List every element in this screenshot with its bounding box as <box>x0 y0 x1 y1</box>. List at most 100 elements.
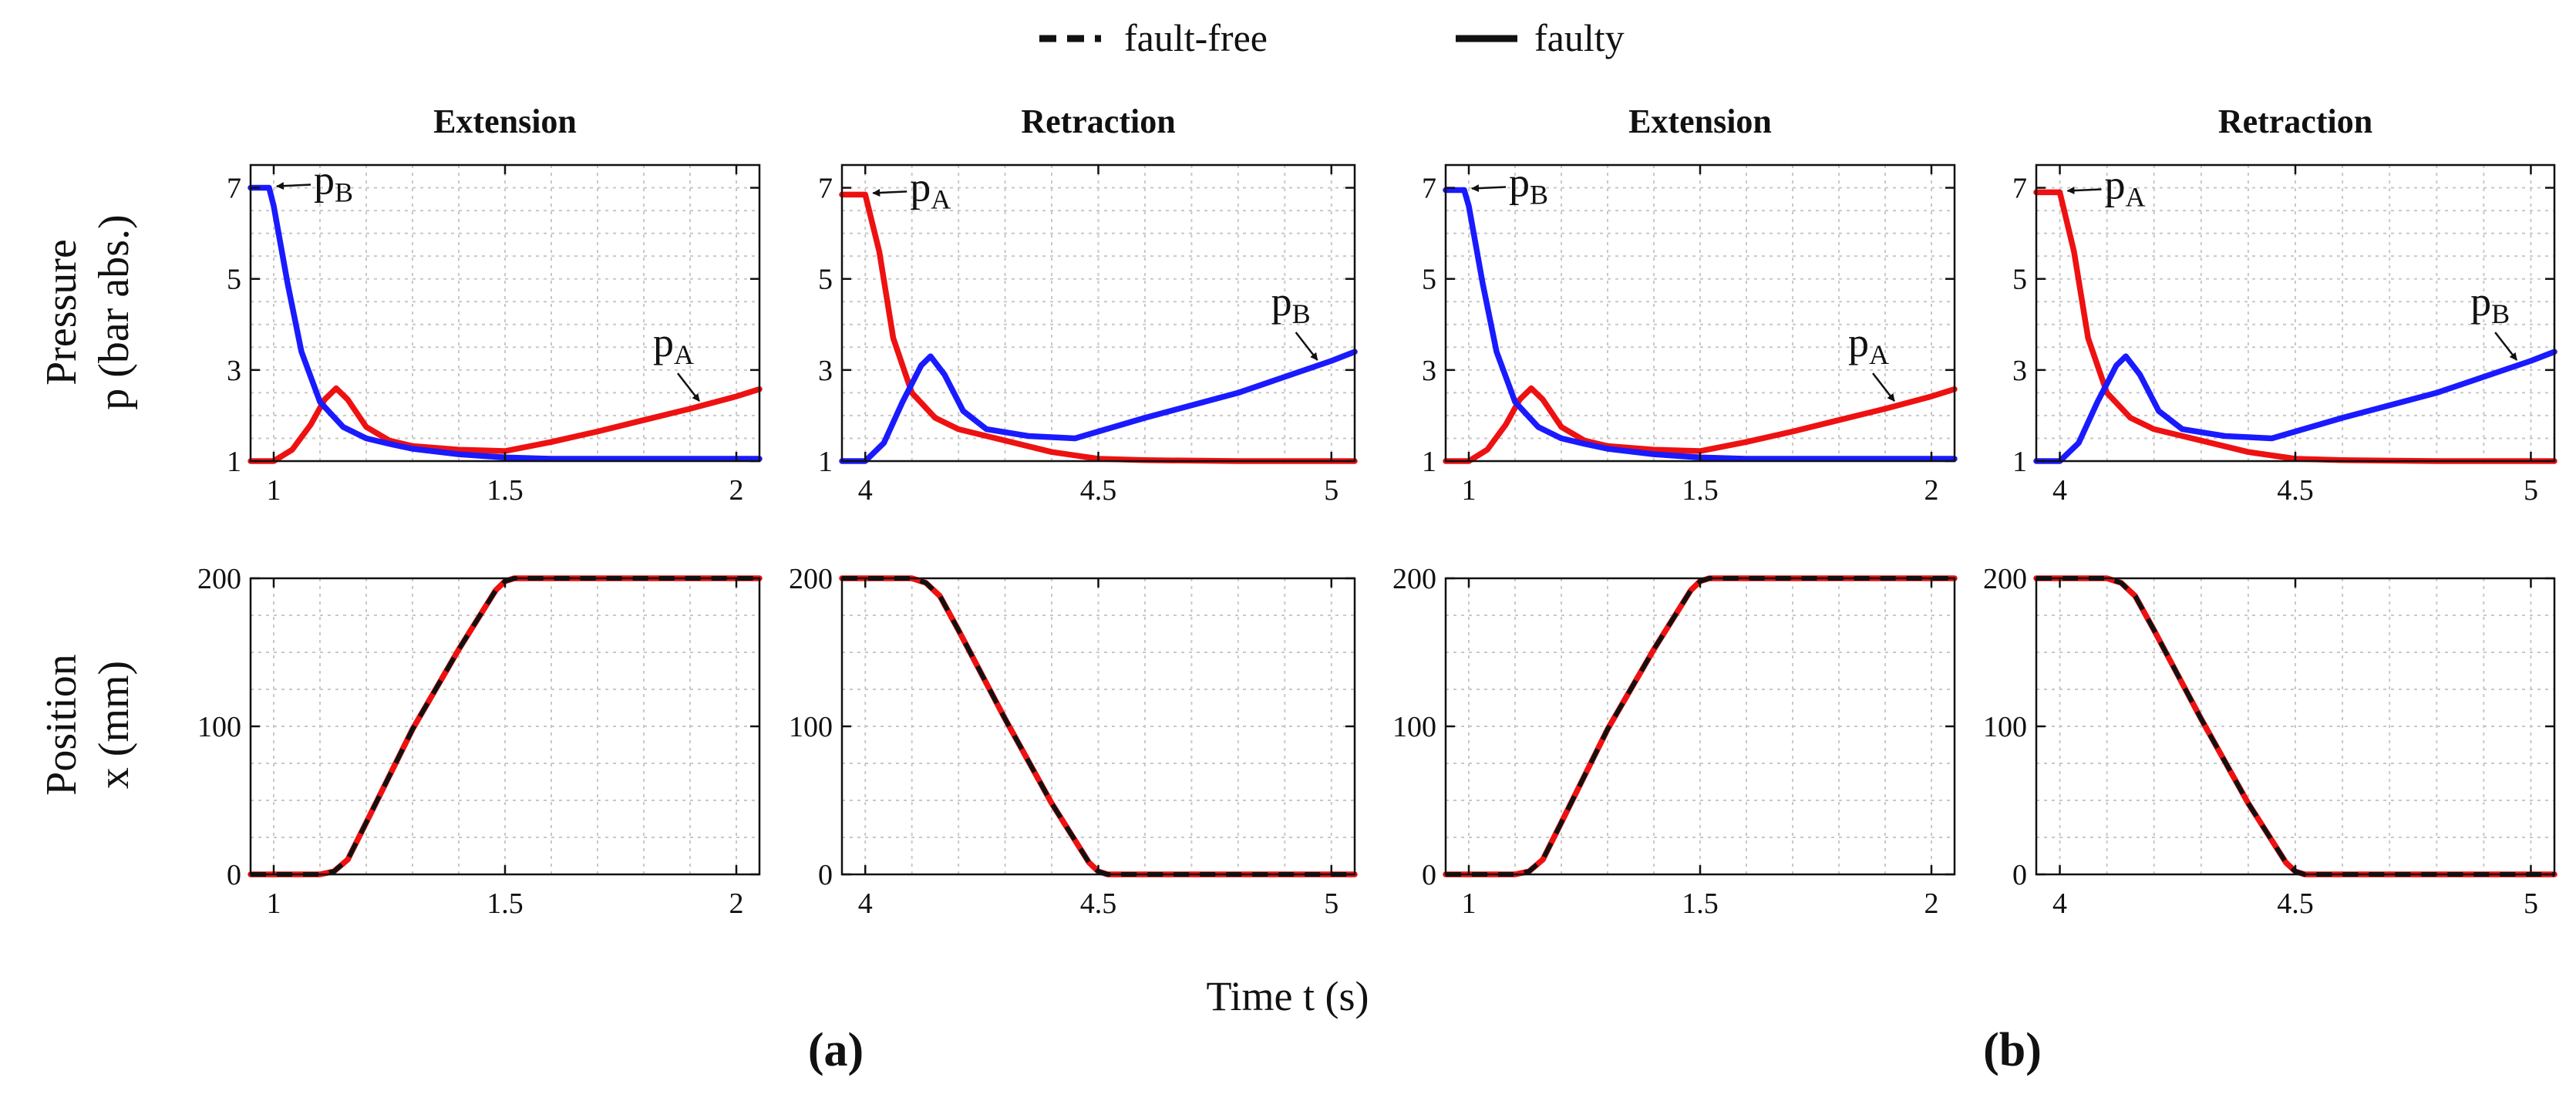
subplot-a-extension-pressure-series-pB <box>247 184 763 462</box>
subplot-a-retraction-position-y-tick-label: 100 <box>789 711 833 743</box>
subplot-b-retraction-pressure-x-tick-label: 5 <box>2524 474 2538 507</box>
subplot-b-retraction-pressure-series-pB <box>2033 349 2557 464</box>
legend: fault-free faulty <box>1039 16 1625 59</box>
legend-fault-free-label: fault-free <box>1124 16 1268 59</box>
subplot-a-extension-position-x-tick-label: 1 <box>267 887 281 920</box>
subplot-b-retraction-pressure-y-tick-label: 5 <box>2012 264 2027 296</box>
subplot-b-retraction-pressure-y-tick-label: 7 <box>2012 173 2027 205</box>
subplot-b-extension-pressure-annotation-arrow <box>1471 184 1507 193</box>
subplot-b-extension-pressure-x-tick-label: 1 <box>1462 474 1477 507</box>
subplot-b-retraction-pressure-annotation-arrow <box>2494 332 2518 361</box>
subplot-a-extension-pressure-y-tick-label: 5 <box>227 264 241 296</box>
subplot-a-extension-position: 1 1.5 2 0 100 200 <box>197 563 763 920</box>
subplot-b-retraction-position: 4 4.5 5 0 100 200 <box>1983 563 2557 920</box>
panel-tag-b: (b) <box>1983 1024 2042 1076</box>
subplot-b-extension-pressure-series-pA <box>1443 385 1958 464</box>
subplot-a-extension-position-y-tick-label: 200 <box>197 563 241 595</box>
subplot-b-extension-pressure-x-tick-label: 2 <box>1924 474 1939 507</box>
subplot-b-extension-position-y-tick-label: 200 <box>1392 563 1436 595</box>
subplot-a-extension-pressure-title: Extension <box>433 103 577 140</box>
subplot-b-retraction-position-x-tick-label: 5 <box>2524 887 2538 920</box>
subplot-a-retraction-pressure-title: Retraction <box>1021 103 1175 140</box>
subplot-b-extension-position-x-tick-label: 1 <box>1462 887 1477 920</box>
subplot-a-extension-pressure-annotation-arrow <box>276 182 311 190</box>
y-axis-label-position: Position x (mm) <box>38 654 138 796</box>
subplot-b-extension-pressure-annotation-sub: B <box>1530 179 1548 210</box>
subplot-b-retraction-pressure-title: Retraction <box>2218 103 2372 140</box>
subplot-a-extension-pressure-y-tick-label: 3 <box>227 355 241 387</box>
subplot-b-extension-position-x-tick-label: 2 <box>1924 887 1939 920</box>
subplot-b-extension-pressure-y-tick-label: 7 <box>1422 173 1436 205</box>
subplot-b-extension-pressure-title: Extension <box>1628 103 1772 140</box>
subplot-b-extension-position-series-fault-free <box>1446 576 1955 877</box>
subplot-b-extension-pressure-annotation-arrow <box>1872 372 1895 402</box>
subplot-a-retraction-pressure-annotation-arrow <box>1295 332 1318 361</box>
subplot-b-extension-position-y-tick-label: 0 <box>1422 859 1436 891</box>
subplot-a-retraction-pressure-x-tick-label: 4 <box>858 474 873 507</box>
subplot-a-retraction-position-x-tick-label: 4.5 <box>1080 887 1117 920</box>
subplot-a-retraction-position-x-tick-label: 4 <box>858 887 873 920</box>
subplot-b-retraction-pressure-annotation-sub: A <box>2126 181 2146 212</box>
subplot-a-extension-pressure-y-tick-label: 7 <box>227 173 241 205</box>
subplot-a-retraction-position-x-tick-label: 5 <box>1324 887 1339 920</box>
subplot-b-retraction-pressure-y-tick-label: 3 <box>2012 355 2027 387</box>
subplot-a-retraction-position-y-tick-label: 200 <box>789 563 833 595</box>
subplot-b-extension-pressure-annotation-sub: A <box>1869 339 1889 370</box>
subplot-a-retraction-position-series-fault-free <box>842 576 1355 877</box>
subplot-a-extension-pressure-annotation-arrow <box>677 372 700 402</box>
subplot-a-extension-pressure-annotation-sub: A <box>674 339 694 370</box>
y-axis-label-pressure-line2: p (bar abs.) <box>90 214 138 409</box>
subplot-a-extension-position-y-tick-label: 0 <box>227 859 241 891</box>
subplot-a-retraction-pressure-x-tick-label: 4.5 <box>1080 474 1117 507</box>
subplot-a-retraction-position: 4 4.5 5 0 100 200 <box>789 563 1358 920</box>
subplot-b-retraction-pressure-x-tick-label: 4 <box>2052 474 2067 507</box>
subplot-a-extension-pressure-y-tick-label: 1 <box>227 446 241 478</box>
subplot-b-retraction-pressure-annotation-sub: B <box>2491 298 2510 329</box>
y-axis-label-pressure-line1: Pressure <box>38 239 86 386</box>
subplot-b-extension-pressure-y-tick-label: 3 <box>1422 355 1436 387</box>
subplot-b-extension-position: 1 1.5 2 0 100 200 <box>1392 563 1958 920</box>
panel-tag-a: (a) <box>808 1024 864 1076</box>
subplot-a-extension-pressure-x-tick-label: 2 <box>729 474 744 507</box>
subplot-a-extension-pressure-x-tick-label: 1 <box>267 474 281 507</box>
subplot-b-extension-pressure-series-pB <box>1443 187 1958 462</box>
subplot-a-retraction-pressure-y-tick-label: 5 <box>818 264 833 296</box>
subplot-a-retraction-position-y-tick-label: 0 <box>818 859 833 891</box>
subplot-a-retraction-pressure-annotation-sub: B <box>1292 298 1311 329</box>
subplot-b-extension-pressure-annotation-B: pB <box>1509 159 1548 210</box>
subplot-a-extension-pressure-x-tick-label: 1.5 <box>487 474 524 507</box>
subplot-b-extension-position-x-tick-label: 1.5 <box>1682 887 1719 920</box>
subplot-a-extension-position-y-tick-label: 100 <box>197 711 241 743</box>
subplot-b-extension-pressure-x-tick-label: 1.5 <box>1682 474 1719 507</box>
subplot-b-retraction-position-y-tick-label: 100 <box>1983 711 2027 743</box>
subplot-a-retraction-pressure-y-tick-label: 1 <box>818 446 833 478</box>
subplot-a-extension-position-x-tick-label: 2 <box>729 887 744 920</box>
subplot-a-extension-position-series-fault-free <box>251 576 759 877</box>
legend-faulty-label: faulty <box>1534 16 1625 59</box>
subplot-b-retraction-position-y-tick-label: 0 <box>2012 859 2027 891</box>
subplot-b-retraction-position-x-tick-label: 4.5 <box>2277 887 2314 920</box>
y-axis-label-pressure: Pressure p (bar abs.) <box>38 214 138 409</box>
subplot-b-retraction-position-x-tick-label: 4 <box>2052 887 2067 920</box>
subplot-b-retraction-pressure-annotation-arrow <box>2066 187 2102 195</box>
subplot-a-retraction-pressure-annotation-arrow <box>872 188 907 197</box>
subplot-a-extension-pressure-series-pA <box>247 385 763 464</box>
subplot-a-retraction-pressure-y-tick-label: 3 <box>818 355 833 387</box>
subplot-b-extension-pressure-y-tick-label: 5 <box>1422 264 1436 296</box>
subplot-a-retraction-pressure-annotation-sub: A <box>931 184 951 214</box>
subplot-b-extension-position-y-tick-label: 100 <box>1392 711 1436 743</box>
y-axis-label-position-line1: Position <box>38 654 86 796</box>
subplot-a-extension-pressure-annotation-B: pB <box>314 157 353 208</box>
subplot-a-extension-pressure-annotation-sub: B <box>335 177 353 208</box>
subplot-b-retraction-pressure-y-tick-label: 1 <box>2012 446 2027 478</box>
x-axis-label: Time t (s) <box>1206 973 1369 1019</box>
subplot-a-retraction-pressure-y-tick-label: 7 <box>818 173 833 205</box>
subplot-a-retraction-pressure-series-pB <box>839 349 1358 464</box>
subplot-a-retraction-pressure-x-tick-label: 5 <box>1324 474 1339 507</box>
subplot-b-retraction-position-y-tick-label: 200 <box>1983 563 2027 595</box>
